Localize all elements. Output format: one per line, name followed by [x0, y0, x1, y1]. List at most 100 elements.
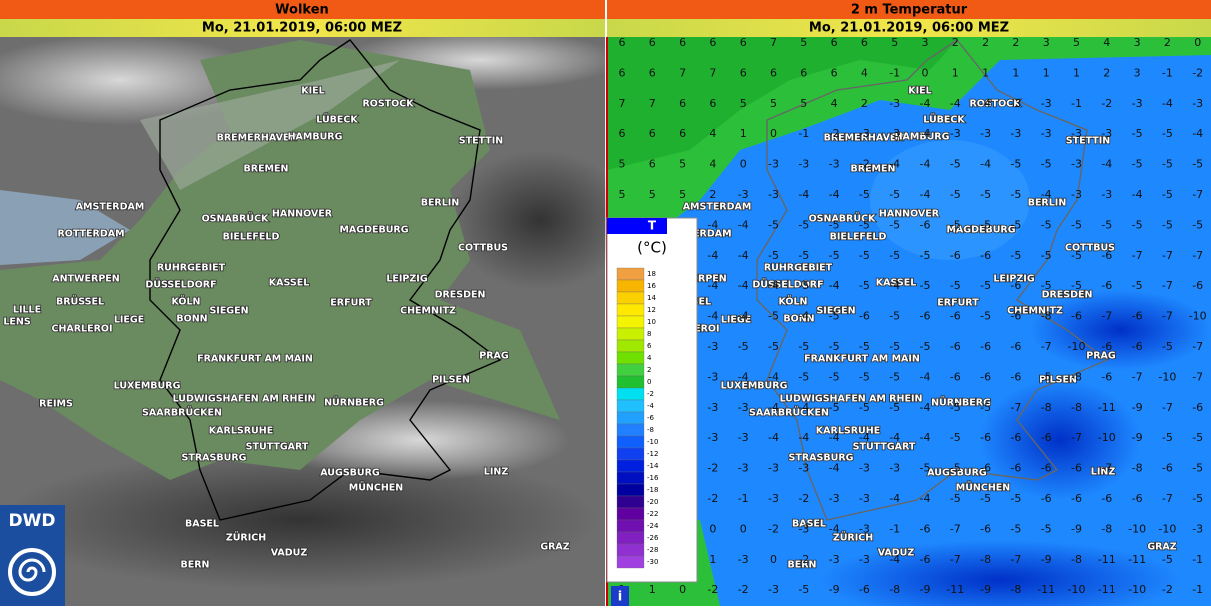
legend-swatch [616, 531, 645, 545]
temperature-value: 6 [649, 66, 656, 79]
legend-swatch [616, 327, 645, 341]
temperature-value: -5 [1162, 431, 1173, 444]
temperature-value: -6 [1010, 310, 1021, 323]
temperature-value: -7 [1132, 249, 1143, 262]
temperature-value: -7 [1101, 462, 1112, 475]
city-label: BREMERHAVEN [217, 133, 298, 144]
info-button[interactable] [611, 586, 629, 606]
temperature-value: -6 [1132, 310, 1143, 323]
temperature-value: -7 [1162, 249, 1173, 262]
info-icon[interactable]: i [618, 590, 622, 605]
temperature-value: -6 [1010, 340, 1021, 353]
temperature-value: -3 [768, 583, 779, 596]
temperature-value: -5 [1132, 127, 1143, 140]
legend-swatch [616, 387, 645, 401]
temperature-value: -3 [889, 462, 900, 475]
legend-tick-label: -4 [647, 402, 655, 410]
city-label: REIMS [39, 399, 73, 410]
temperature-value: -4 [829, 522, 840, 535]
legend-swatch [616, 351, 645, 365]
temperature-value: 1 [649, 583, 656, 596]
temperature-value: 2 [1164, 36, 1171, 49]
city-label: MÜNCHEN [349, 483, 404, 494]
city-label: STRASBURG [182, 453, 247, 464]
temperature-value: -6 [920, 310, 931, 323]
city-label: STETTIN [1066, 136, 1111, 147]
temperature-value: -7 [1192, 370, 1203, 383]
header-bar [607, 0, 1211, 19]
city-label: ROTTERDAM [57, 229, 124, 240]
temperature-value: -5 [1041, 522, 1052, 535]
temperature-value: 3 [922, 36, 929, 49]
legend-swatch [616, 423, 645, 437]
temperature-value: -6 [1010, 431, 1021, 444]
city-label: DÜSSELDORF [145, 280, 216, 291]
temperature-value: -5 [859, 370, 870, 383]
temperature-value: -4 [768, 431, 779, 444]
temperature-value: -1 [1071, 97, 1082, 110]
legend-swatch [616, 495, 645, 509]
temperature-value: -5 [1132, 158, 1143, 171]
temperature-value: -3 [768, 462, 779, 475]
temperature-value: -5 [889, 310, 900, 323]
temperature-value: -1 [889, 66, 900, 79]
temperature-value: -4 [1192, 127, 1203, 140]
temperature-value: -6 [1132, 340, 1143, 353]
city-label: BREMEN [244, 164, 289, 175]
city-label: BIELEFELD [830, 232, 887, 243]
temperature-value: 1 [982, 66, 989, 79]
temperature-value: -5 [859, 340, 870, 353]
temperature-value: -5 [829, 340, 840, 353]
temperature-value: -3 [859, 492, 870, 505]
city-label: MAGDEBURG [946, 225, 1015, 236]
temperature-value: -5 [1010, 158, 1021, 171]
legend-tick-label: 16 [647, 282, 656, 290]
legend-tick-label: -6 [647, 414, 655, 422]
temperature-value: 4 [709, 127, 716, 140]
city-label: STRASBURG [789, 453, 854, 464]
temperature-value: -1 [889, 522, 900, 535]
temperature-value: -5 [950, 218, 961, 231]
temperature-value: -6 [980, 370, 991, 383]
city-label: CHEMNITZ [1007, 306, 1063, 317]
temperature-value: -5 [768, 310, 779, 323]
temperature-value: -4 [920, 188, 931, 201]
temperature-value: -9 [920, 583, 931, 596]
temperature-value: -10 [1128, 583, 1146, 596]
legend-tick-label: 6 [647, 342, 652, 350]
temperature-value: -8 [1041, 401, 1052, 414]
city-label: DÜSSELDORF [752, 280, 823, 291]
temperature-value: -8 [1132, 462, 1143, 475]
temperature-value: 6 [831, 66, 838, 79]
temperature-value: -5 [889, 401, 900, 414]
temperature-value: 6 [619, 127, 626, 140]
legend-swatch [616, 519, 645, 533]
temperature-value: 0 [770, 127, 777, 140]
temperature-value: 5 [800, 36, 807, 49]
legend-tick-label: 12 [647, 306, 656, 314]
legend-title: T [648, 219, 657, 233]
temperature-value: -6 [1041, 492, 1052, 505]
temperature-value: -5 [1010, 188, 1021, 201]
legend-tick-label: 18 [647, 270, 656, 278]
city-label: COTTBUS [458, 243, 508, 254]
temperature-value: -8 [1010, 583, 1021, 596]
temperature-value: -6 [859, 310, 870, 323]
temperature-value: -3 [1101, 188, 1112, 201]
dwd-logo: DWD [0, 505, 65, 606]
temperature-value: 2 [1012, 36, 1019, 49]
temperature-value: -7 [1192, 188, 1203, 201]
temperature-value: -5 [768, 249, 779, 262]
temperature-value: 0 [679, 583, 686, 596]
temperature-value: 2 [709, 188, 716, 201]
temperature-value: -3 [1010, 97, 1021, 110]
temperature-value: 0 [740, 522, 747, 535]
temperature-value: -5 [1010, 492, 1021, 505]
city-label: BERLIN [421, 198, 460, 209]
city-label: LILLE [13, 305, 41, 316]
legend-tick-label: -22 [647, 510, 658, 518]
city-label: CHARLEROI [51, 324, 112, 335]
city-label: BREMEN [851, 164, 896, 175]
temperature-map [606, 37, 1211, 610]
temperature-value: -5 [889, 249, 900, 262]
